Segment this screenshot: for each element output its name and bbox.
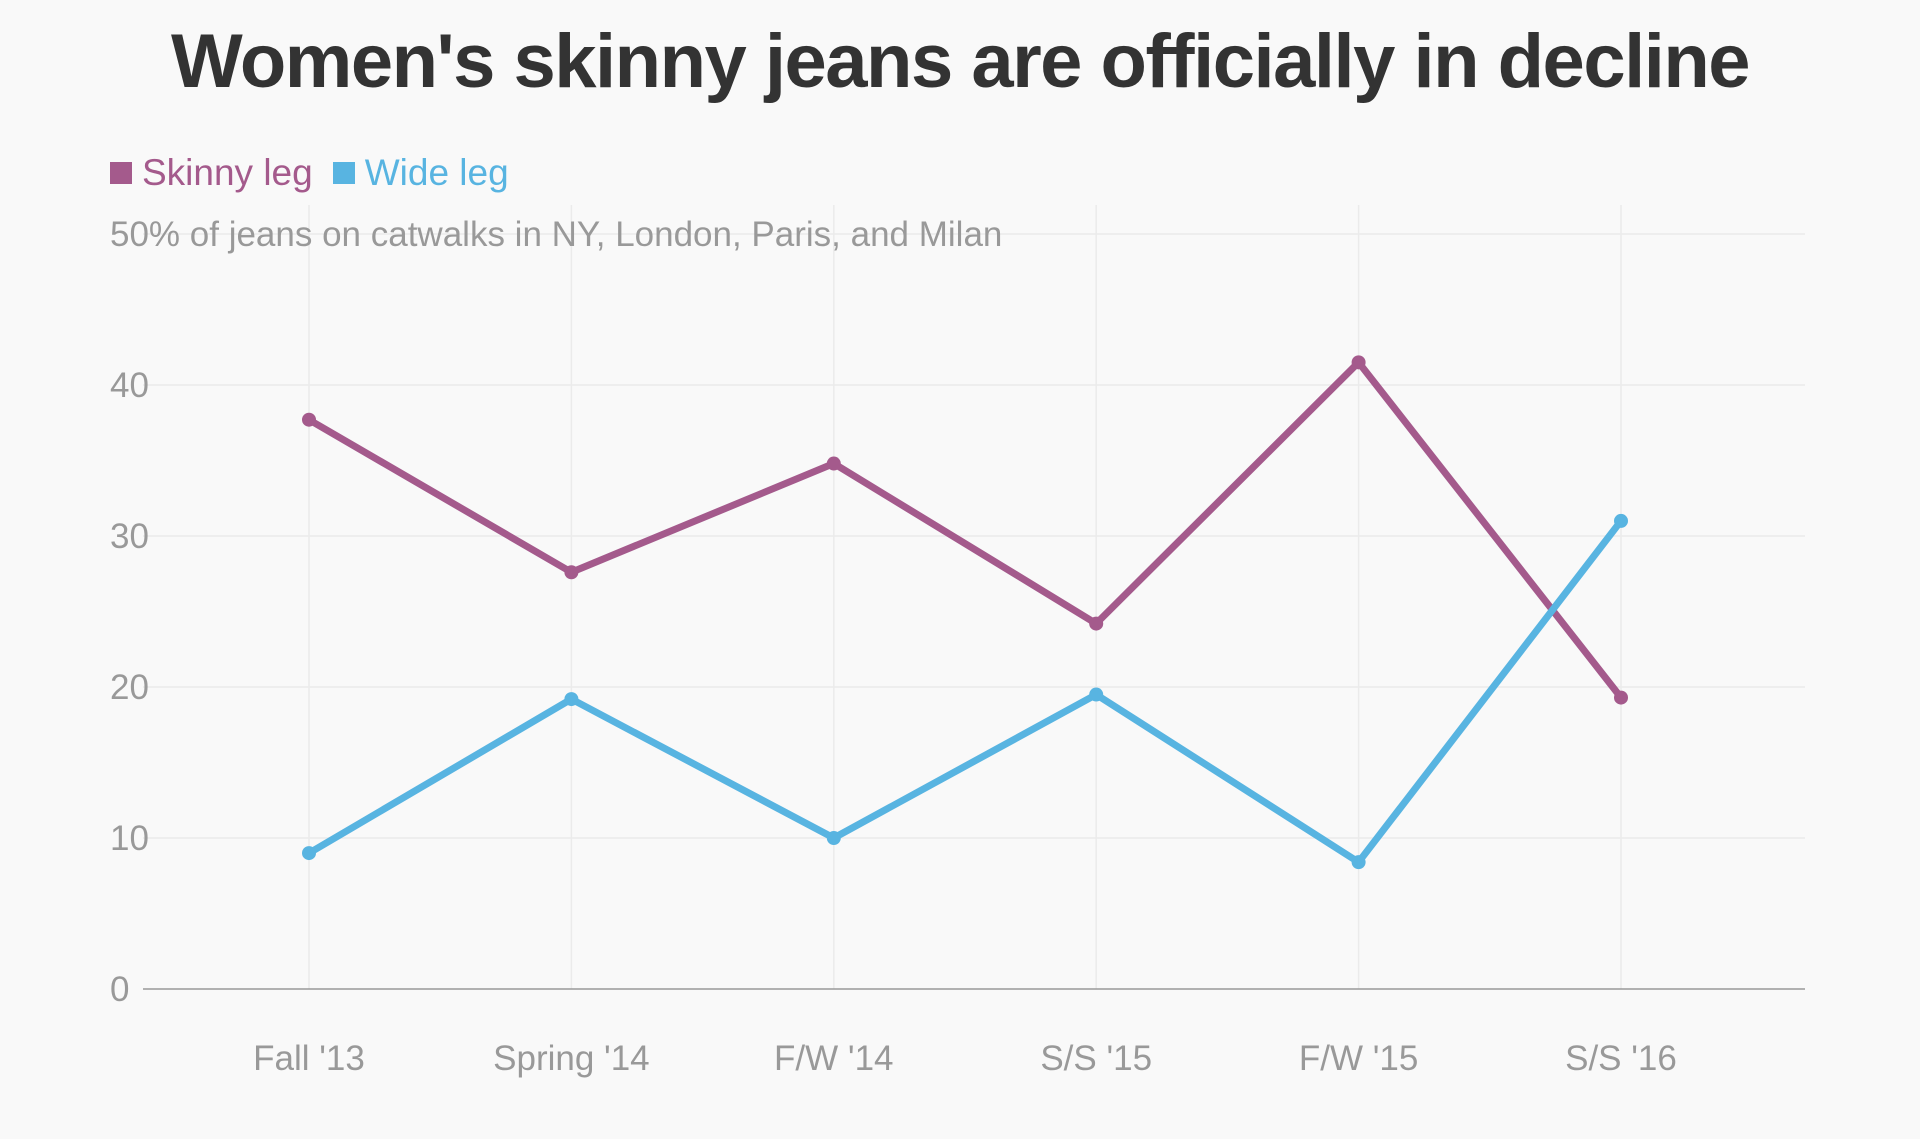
chart-legend: Skinny leg Wide leg	[110, 152, 529, 194]
y-unit-label: 50% of jeans on catwalks in NY, London, …	[110, 215, 1002, 254]
data-point-skinny-leg	[564, 565, 579, 580]
x-tick-label: Spring '14	[493, 1039, 650, 1078]
legend-item-wide-leg: Wide leg	[332, 152, 509, 194]
legend-item-skinny-leg: Skinny leg	[110, 152, 313, 194]
data-point-wide-leg	[1089, 687, 1104, 702]
y-tick-label: 0	[110, 970, 129, 1009]
x-tick-label: F/W '15	[1299, 1039, 1418, 1078]
data-point-skinny-leg	[1351, 355, 1366, 370]
x-tick-label: Fall '13	[253, 1039, 365, 1078]
legend-swatch-wide-leg	[332, 162, 355, 184]
x-tick-label: F/W '14	[774, 1039, 893, 1078]
y-tick-label: 20	[110, 668, 149, 707]
legend-swatch-skinny-leg	[110, 162, 132, 184]
y-tick-label: 40	[110, 366, 149, 405]
series-line-skinny-leg	[305, 358, 1625, 702]
data-point-wide-leg	[1614, 513, 1628, 528]
x-tick-label: S/S '16	[1565, 1039, 1677, 1078]
data-point-wide-leg	[826, 831, 841, 845]
legend-label-skinny-leg: Skinny leg	[142, 152, 313, 193]
x-tick-label: S/S '15	[1040, 1039, 1152, 1078]
data-point-wide-leg	[564, 692, 579, 707]
data-point-skinny-leg	[1614, 690, 1628, 705]
series-line-wide-leg	[305, 517, 1625, 866]
y-tick-label: 30	[110, 517, 149, 556]
data-point-wide-leg	[302, 846, 316, 861]
y-tick-label: 10	[110, 819, 149, 858]
data-point-wide-leg	[1351, 855, 1366, 870]
data-point-skinny-leg	[302, 412, 316, 427]
data-point-skinny-leg	[1089, 616, 1104, 631]
chart-title: Women's skinny jeans are officially in d…	[170, 19, 1751, 104]
data-point-skinny-leg	[826, 456, 841, 471]
legend-label-wide-leg: Wide leg	[364, 152, 509, 193]
